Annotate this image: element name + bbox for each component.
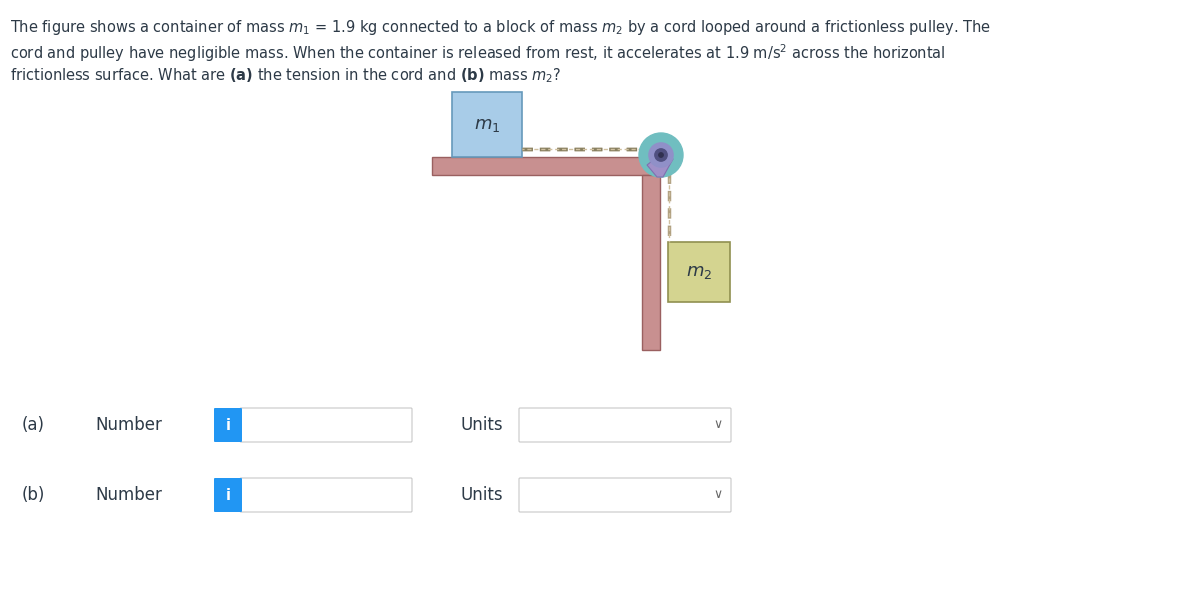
Circle shape — [640, 133, 683, 177]
Text: (b): (b) — [22, 486, 46, 504]
FancyBboxPatch shape — [214, 408, 242, 442]
Circle shape — [655, 149, 667, 161]
Bar — [642, 175, 660, 350]
FancyBboxPatch shape — [520, 478, 731, 512]
Text: Number: Number — [95, 486, 162, 504]
Text: ∨: ∨ — [714, 419, 722, 432]
Text: i: i — [226, 418, 230, 432]
Text: Units: Units — [460, 486, 503, 504]
Text: cord and pulley have negligible mass. When the container is released from rest, : cord and pulley have negligible mass. Wh… — [10, 42, 946, 64]
FancyBboxPatch shape — [214, 478, 242, 512]
Circle shape — [659, 153, 664, 157]
FancyBboxPatch shape — [240, 478, 412, 512]
Text: frictionless surface. What are $\mathbf{(a)}$ the tension in the cord and $\math: frictionless surface. What are $\mathbf{… — [10, 66, 562, 85]
Text: Number: Number — [95, 416, 162, 434]
Bar — [432, 157, 660, 175]
Text: The figure shows a container of mass $m_1$ = 1.9 kg connected to a block of mass: The figure shows a container of mass $m_… — [10, 18, 991, 37]
Text: Units: Units — [460, 416, 503, 434]
Polygon shape — [647, 151, 673, 177]
Circle shape — [649, 143, 673, 167]
FancyBboxPatch shape — [520, 408, 731, 442]
Text: (a): (a) — [22, 416, 46, 434]
Text: $m_2$: $m_2$ — [686, 263, 712, 281]
FancyBboxPatch shape — [240, 408, 412, 442]
Bar — [452, 92, 522, 157]
Text: i: i — [226, 488, 230, 502]
Text: ∨: ∨ — [714, 488, 722, 501]
Text: $m_1$: $m_1$ — [474, 115, 500, 134]
Bar — [668, 242, 730, 302]
